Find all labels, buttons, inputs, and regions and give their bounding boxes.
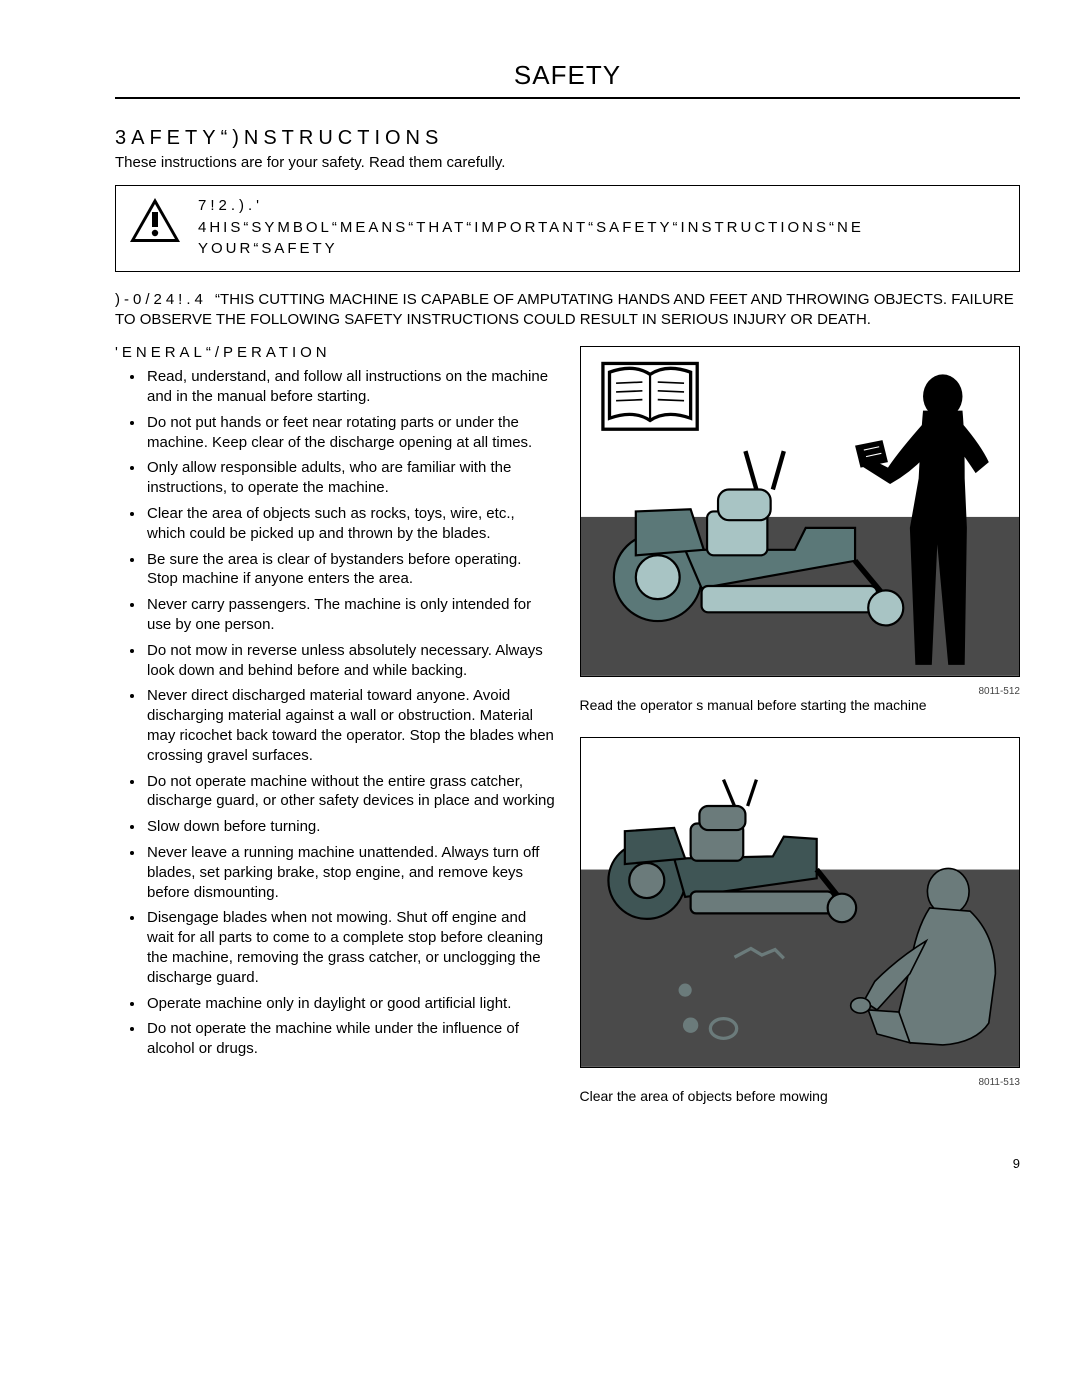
warning-text: 7!2.).' 4HIS“SYMBOL“MEANS“THAT“IMPORTANT… bbox=[198, 196, 1007, 259]
list-item: Never leave a running machine unattended… bbox=[145, 843, 556, 902]
section-heading: 3AFETY“)NSTRUCTIONS bbox=[115, 127, 1020, 150]
list-item: Be sure the area is clear of bystanders … bbox=[145, 550, 556, 590]
figure2-ref: 8011-513 bbox=[580, 1077, 1021, 1088]
page-title: SAFETY bbox=[115, 60, 1020, 99]
list-item: Do not put hands or feet near rotating p… bbox=[145, 413, 556, 453]
warning-label: 7!2.).' bbox=[198, 196, 1007, 216]
list-item: Never direct discharged material toward … bbox=[145, 686, 556, 765]
figure1-caption: Read the operator s manual before starti… bbox=[580, 697, 1021, 713]
general-bullets: Read, understand, and follow all instruc… bbox=[115, 367, 556, 1059]
warning-line1: 4HIS“SYMBOL“MEANS“THAT“IMPORTANT“SAFETY“… bbox=[198, 218, 1007, 238]
figure2-caption: Clear the area of objects before mowing bbox=[580, 1088, 1021, 1104]
list-item: Disengage blades when not mowing. Shut o… bbox=[145, 908, 556, 987]
list-item: Slow down before turning. bbox=[145, 817, 556, 837]
general-heading: 'ENERAL“/PERATION bbox=[115, 344, 556, 361]
list-item: Do not operate the machine while under t… bbox=[145, 1019, 556, 1059]
figure1-ref: 8011-512 bbox=[580, 686, 1021, 697]
important-body: “THIS CUTTING MACHINE IS CAPABLE OF AMPU… bbox=[115, 291, 1014, 328]
list-item: Read, understand, and follow all instruc… bbox=[145, 367, 556, 407]
list-item: Only allow responsible adults, who are f… bbox=[145, 458, 556, 498]
figure-clear-area bbox=[580, 737, 1021, 1068]
list-item: Clear the area of objects such as rocks,… bbox=[145, 504, 556, 544]
page-number: 9 bbox=[115, 1156, 1020, 1171]
figure-read-manual bbox=[580, 346, 1021, 677]
list-item: Do not mow in reverse unless absolutely … bbox=[145, 641, 556, 681]
list-item: Operate machine only in daylight or good… bbox=[145, 994, 556, 1014]
important-label: )-0/24!.4 bbox=[115, 291, 215, 308]
section-sub: These instructions are for your safety. … bbox=[115, 154, 1020, 171]
list-item: Never carry passengers. The machine is o… bbox=[145, 595, 556, 635]
warning-triangle-icon bbox=[128, 196, 182, 244]
warning-line2: YOUR“SAFETY bbox=[198, 239, 1007, 259]
warning-box: 7!2.).' 4HIS“SYMBOL“MEANS“THAT“IMPORTANT… bbox=[115, 185, 1020, 272]
important-text: )-0/24!.4 “THIS CUTTING MACHINE IS CAPAB… bbox=[115, 290, 1020, 331]
list-item: Do not operate machine without the entir… bbox=[145, 772, 556, 812]
